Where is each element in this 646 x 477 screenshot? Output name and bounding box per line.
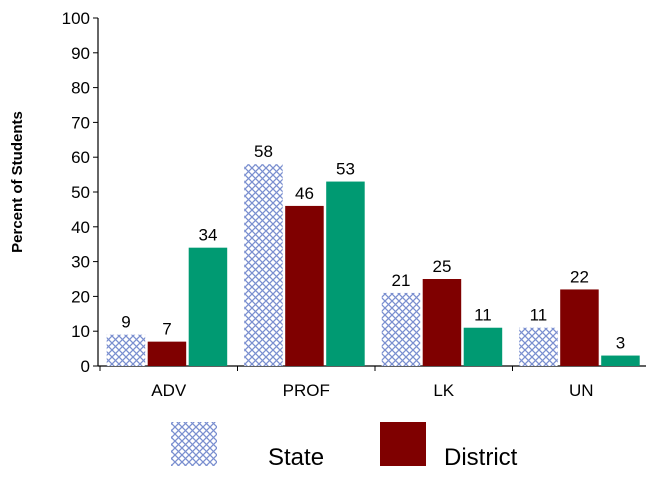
data-label: 22 bbox=[570, 267, 589, 286]
data-label: 53 bbox=[336, 160, 355, 179]
legend-swatch-state bbox=[171, 422, 217, 466]
bar-state-prof bbox=[244, 164, 283, 366]
bar-series-3-lk bbox=[464, 328, 503, 366]
y-axis-label: Percent of Students bbox=[9, 111, 26, 253]
y-tick-label: 40 bbox=[71, 218, 90, 237]
data-label: 11 bbox=[474, 306, 492, 325]
data-label: 58 bbox=[254, 142, 273, 161]
y-tick-label: 60 bbox=[71, 148, 90, 167]
x-tick-label: PROF bbox=[283, 381, 330, 400]
bar-state-adv bbox=[107, 335, 146, 366]
plot-area: 0 10 20 30 40 50 60 70 80 90 100 9 7 34 ADV 58 46 53 PROF 2… bbox=[62, 9, 646, 471]
y-tick-label: 20 bbox=[71, 287, 90, 306]
y-tick-label: 70 bbox=[71, 113, 90, 132]
bar-district-lk bbox=[423, 279, 462, 366]
legend-label-state: State bbox=[268, 444, 324, 471]
y-tick-label: 0 bbox=[81, 357, 90, 376]
x-tick-label: LK bbox=[433, 381, 454, 400]
bar-district-un bbox=[560, 289, 599, 366]
legend-swatch-district bbox=[380, 422, 426, 466]
bar-series-3-un bbox=[601, 356, 640, 366]
bar-district-prof bbox=[285, 206, 324, 366]
y-tick-label: 10 bbox=[71, 322, 90, 341]
y-tick-label: 80 bbox=[71, 79, 90, 98]
bar-district-adv bbox=[148, 342, 187, 366]
data-label: 21 bbox=[391, 271, 410, 290]
data-label: 11 bbox=[530, 306, 548, 325]
x-tick-label: ADV bbox=[151, 381, 187, 400]
bar-state-un bbox=[519, 328, 558, 366]
bar-series-3-adv bbox=[189, 248, 228, 366]
data-label: 3 bbox=[616, 334, 625, 353]
y-tick-label: 30 bbox=[71, 253, 90, 272]
data-label: 9 bbox=[121, 313, 130, 332]
bar-series-3-prof bbox=[326, 182, 365, 366]
data-label: 25 bbox=[432, 257, 451, 276]
y-tick-label: 50 bbox=[71, 183, 90, 202]
y-tick-label: 90 bbox=[71, 44, 90, 63]
legend-label-district: District bbox=[444, 444, 518, 471]
data-label: 46 bbox=[295, 184, 314, 203]
bar-state-lk bbox=[382, 293, 421, 366]
data-label: 34 bbox=[198, 226, 217, 245]
data-label: 7 bbox=[162, 320, 171, 339]
x-tick-label: UN bbox=[569, 381, 594, 400]
y-tick-label: 100 bbox=[62, 9, 90, 28]
